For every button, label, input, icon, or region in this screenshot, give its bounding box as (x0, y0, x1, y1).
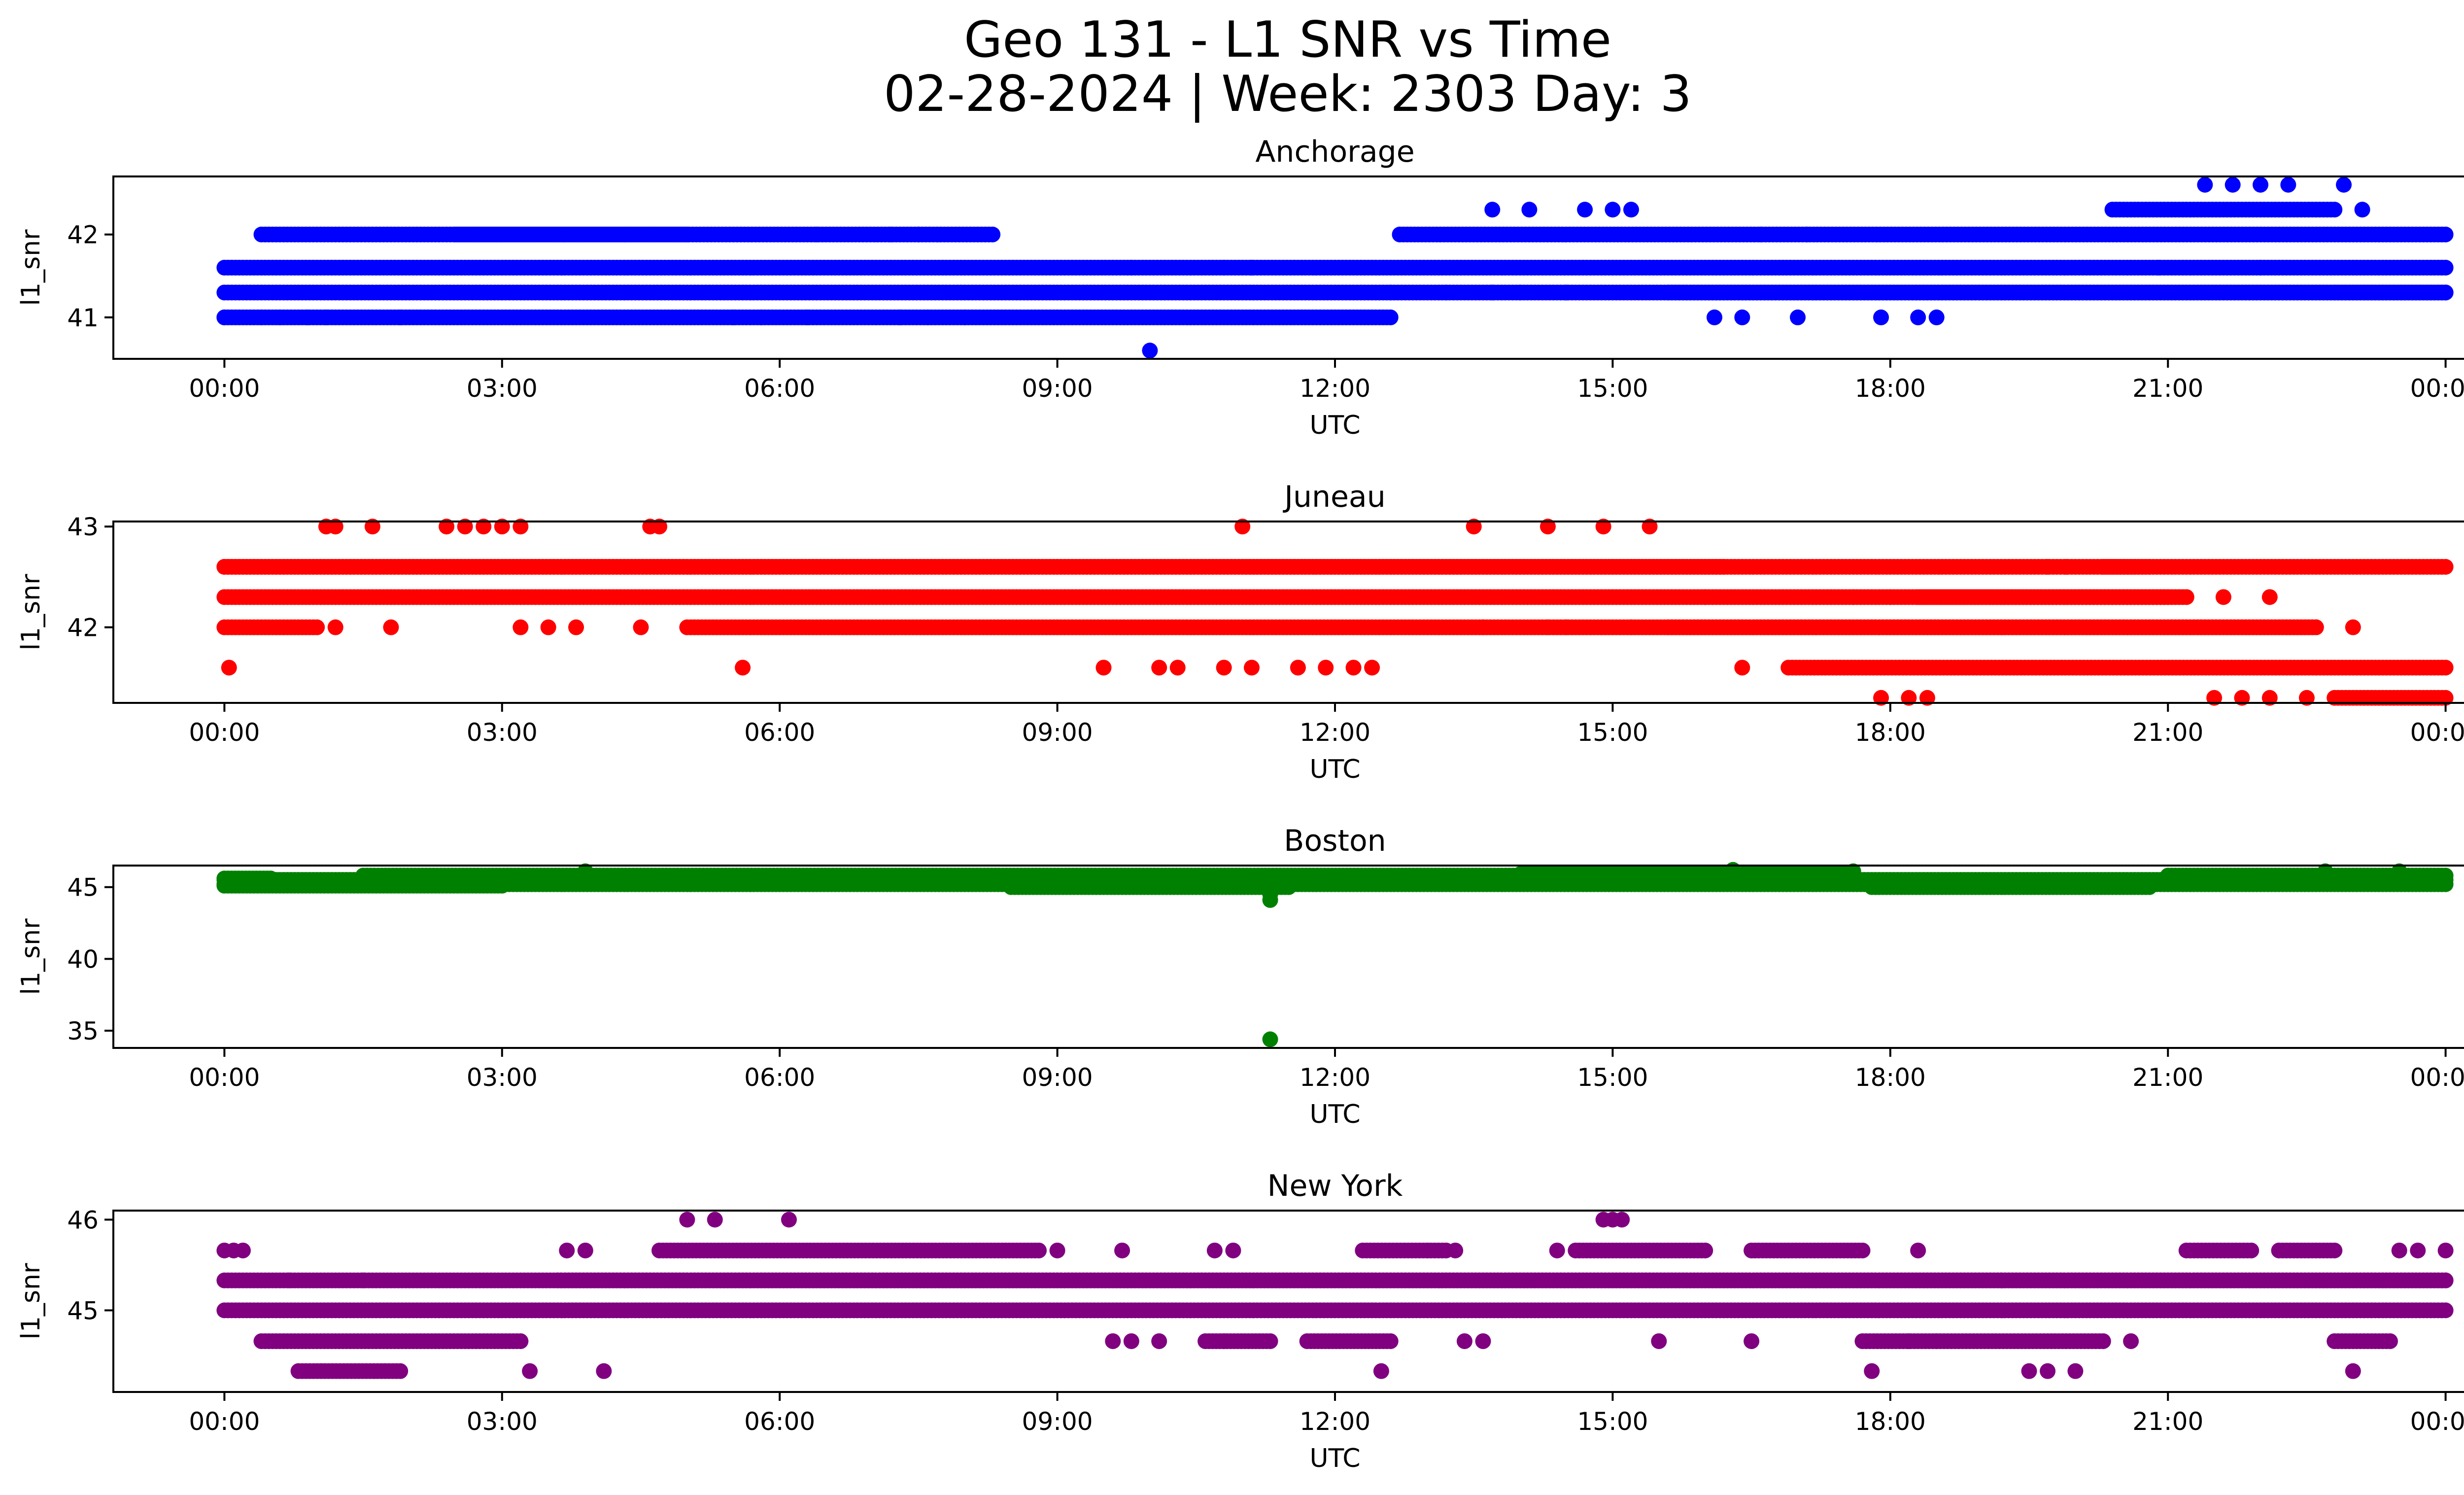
anchorage-point (1521, 202, 1538, 218)
anchorage-x-tick-label: 12:00 (1300, 374, 1370, 403)
anchorage-point (2197, 176, 2213, 193)
anchorage-point (2437, 260, 2454, 276)
anchorage-point (300, 309, 316, 325)
juneau-point (2160, 589, 2176, 605)
anchorage-point (910, 226, 926, 243)
juneau-point (309, 619, 325, 635)
anchorage-point (1873, 309, 1889, 325)
anchorage-point (1438, 284, 1454, 301)
anchorage-point (2280, 176, 2296, 193)
anchorage-point (753, 309, 769, 325)
anchorage-point (2253, 176, 2269, 193)
anchorage-point (1605, 202, 1621, 218)
anchorage-point (392, 309, 409, 325)
anchorage-point (1623, 202, 1639, 218)
anchorage-point (725, 309, 742, 325)
anchorage-point (2437, 226, 2454, 243)
anchorage-point (1512, 284, 1528, 301)
anchorage-point (216, 309, 233, 325)
anchorage-point (2354, 202, 2370, 218)
anchorage-point (1216, 260, 1232, 276)
anchorage-point (1928, 309, 1945, 325)
anchorage-x-tick-label: 21:00 (2132, 374, 2203, 403)
anchorage-x-tick-label: 18:00 (1855, 374, 1926, 403)
anchorage-x-tick-label: 15:00 (1577, 374, 1648, 403)
anchorage-point (1484, 202, 1501, 218)
anchorage-point (799, 309, 816, 325)
anchorage-point (2336, 176, 2352, 193)
anchorage-point (2327, 202, 2343, 218)
anchorage-x-ticks: 00:00 03:00 06:00 09:00 12:00 15:00 18:00 21:00… (189, 359, 2464, 403)
anchorage-point (2253, 260, 2269, 276)
anchorage-point (2224, 176, 2241, 193)
figure-title-line2: 02-28-2024 | Week: 2303 Day: 3 (884, 65, 1692, 123)
anchorage-title: Anchorage (1255, 135, 1414, 169)
anchorage-point (1382, 309, 1399, 325)
anchorage-point (2437, 284, 2454, 301)
anchorage-point (920, 309, 936, 325)
anchorage-x-tick-label: 09:00 (1022, 374, 1093, 403)
anchorage-ylabel: l1_snr (16, 229, 46, 306)
anchorage-point (883, 226, 899, 243)
anchorage-points (216, 176, 2454, 359)
anchorage-y-tick-label: 42 (67, 221, 99, 249)
juneau-point (2437, 559, 2454, 575)
anchorage-point (1382, 284, 1399, 301)
anchorage-point (1123, 260, 1139, 276)
anchorage-point (985, 226, 1001, 243)
anchorage-xlabel: UTC (1309, 411, 1360, 440)
anchorage-point (1558, 284, 1574, 301)
anchorage-point (253, 309, 270, 325)
anchorage-point (1734, 309, 1750, 325)
juneau-subplot: 00:00 03:00 06:00 09:00 12:00 15:00 18:00 21:00… (16, 480, 2464, 784)
anchorage-point (1799, 226, 1815, 243)
juneau-point (2141, 559, 2157, 575)
anchorage-x-tick-label: 06:00 (744, 374, 815, 403)
anchorage-point (957, 309, 973, 325)
anchorage-point (318, 309, 334, 325)
juneau-point (2178, 589, 2194, 605)
anchorage-x-tick-label: 00:00 (2410, 374, 2464, 403)
anchorage-point (2151, 260, 2167, 276)
juneau-point (2308, 619, 2324, 635)
anchorage-y-ticks: 41 42 (67, 221, 113, 332)
anchorage-point (1484, 284, 1501, 301)
juneau-point (2437, 660, 2454, 676)
anchorage-point (1790, 309, 1806, 325)
anchorage-x-tick-label: 03:00 (467, 374, 538, 403)
juneau-points (216, 519, 2454, 706)
anchorage-subplot: 00:00 03:00 06:00 09:00 12:00 15:00 18:00 21:00… (16, 135, 2464, 440)
anchorage-point (272, 309, 288, 325)
anchorage-point (1243, 260, 1260, 276)
anchorage-point (1142, 343, 1158, 359)
anchorage-point (1752, 226, 1769, 243)
anchorage-point (809, 226, 825, 243)
anchorage-point (892, 309, 908, 325)
anchorage-y-tick-label: 41 (67, 304, 99, 332)
anchorage-x-tick-label: 00:00 (189, 374, 260, 403)
anchorage-point (1910, 309, 1926, 325)
anchorage-point (1706, 309, 1722, 325)
anchorage-point (1577, 202, 1593, 218)
figure-title-line1: Geo 131 - L1 SNR vs Time (964, 10, 1611, 69)
